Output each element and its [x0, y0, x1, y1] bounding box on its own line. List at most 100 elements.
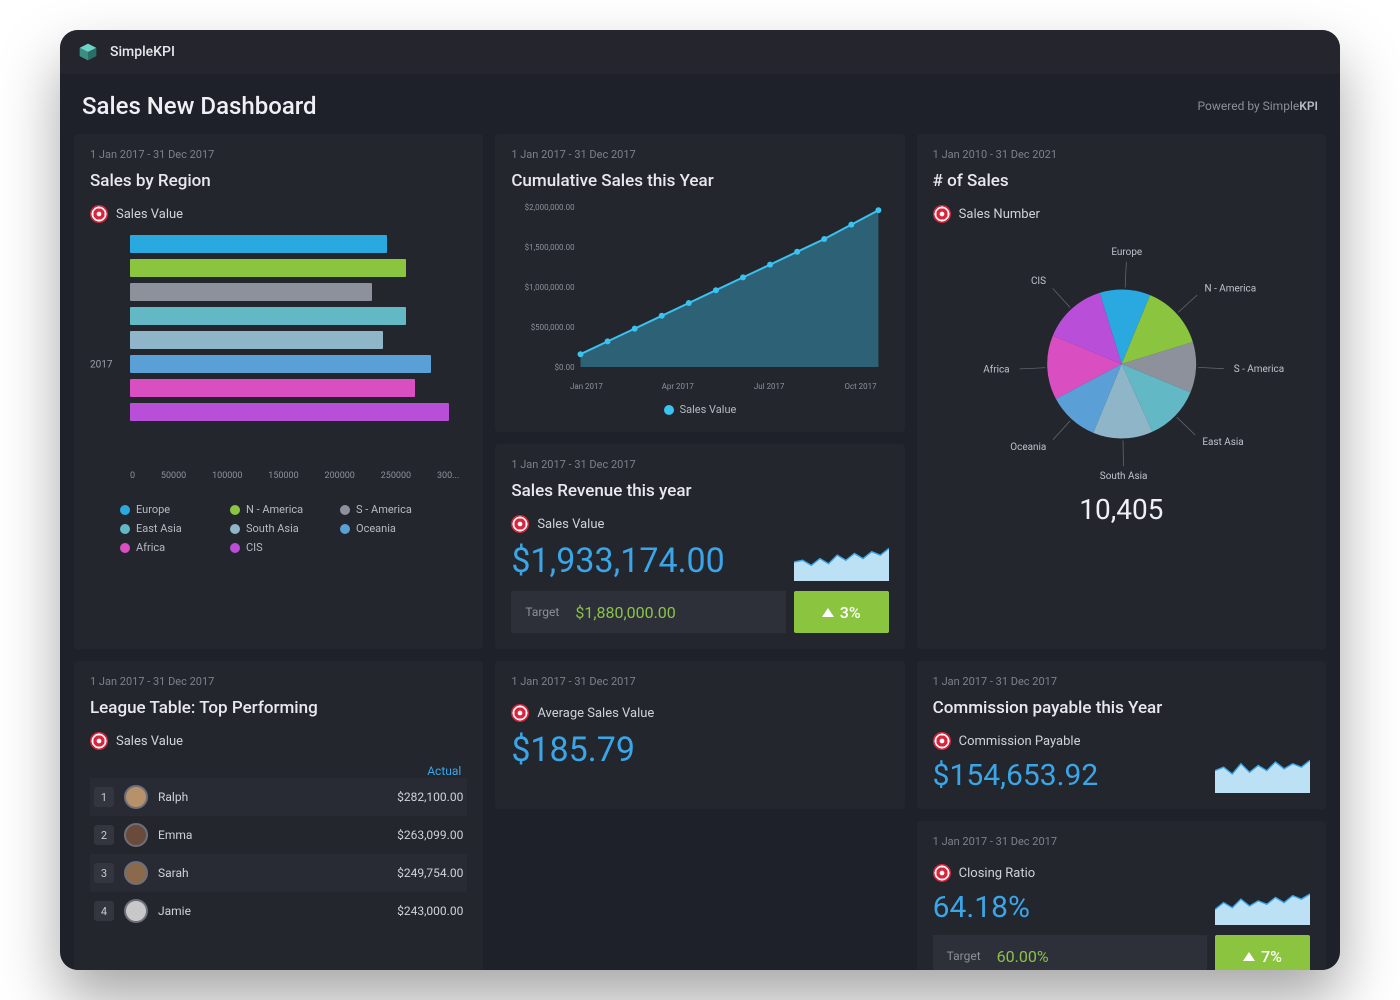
metric-label: Closing Ratio: [959, 866, 1036, 881]
card-league-table[interactable]: 1 Jan 2017 - 31 Dec 2017 League Table: T…: [74, 661, 483, 970]
metric-label: Sales Number: [959, 207, 1040, 222]
legend-item[interactable]: East Asia: [120, 522, 210, 535]
table-row[interactable]: 1Ralph$282,100.00: [90, 778, 467, 816]
card-closing-ratio[interactable]: 1 Jan 2017 - 31 Dec 2017 Closing Ratio 6…: [917, 821, 1326, 970]
metric-label: Sales Value: [116, 207, 183, 222]
target-box: Target $1,880,000.00: [511, 591, 785, 633]
chart-legend: Europe N - America S - America East Asia Sou…: [90, 503, 467, 554]
arrow-up-icon: [1243, 952, 1255, 961]
svg-text:CIS: CIS: [1031, 276, 1046, 287]
legend-dot-icon: [120, 543, 130, 553]
big-value: $1,933,174.00: [511, 541, 724, 581]
card-date: 1 Jan 2017 - 31 Dec 2017: [511, 675, 888, 688]
target-bar: Target $1,880,000.00 3%: [511, 591, 888, 633]
card-title: Sales Revenue this year: [511, 481, 888, 501]
hbar-chart: 2017 050000100000150000200000250000300..…: [90, 235, 467, 495]
card-title: League Table: Top Performing: [90, 698, 467, 718]
sparkline: [794, 543, 889, 581]
card-date: 1 Jan 2017 - 31 Dec 2017: [90, 148, 467, 161]
target-bar: Target 60.00% 7%: [933, 935, 1310, 970]
league-rows: 1Ralph$282,100.002Emma$263,099.003Sarah$…: [90, 778, 467, 930]
metric-row: Sales Value: [511, 515, 888, 533]
table-row[interactable]: 2Emma$263,099.00: [90, 816, 467, 854]
bar-africa[interactable]: [130, 379, 415, 397]
row-value: $263,099.00: [397, 828, 463, 842]
legend-dot-icon: [230, 505, 240, 515]
rank-badge: 1: [94, 787, 114, 807]
arrow-up-icon: [822, 608, 834, 617]
card-date: 1 Jan 2017 - 31 Dec 2017: [511, 148, 888, 161]
metric-row: Sales Number: [933, 205, 1310, 223]
metric-label: Commission Payable: [959, 734, 1081, 749]
avatar-icon: [124, 861, 148, 885]
card-number-of-sales[interactable]: 1 Jan 2010 - 31 Dec 2021 # of Sales Sale…: [917, 134, 1326, 649]
avatar-icon: [124, 785, 148, 809]
svg-text:$1,000,000.00: $1,000,000.00: [525, 283, 575, 292]
bar-oceania[interactable]: [130, 355, 431, 373]
card-sales-by-region[interactable]: 1 Jan 2017 - 31 Dec 2017 Sales by Region…: [74, 134, 483, 649]
delta-badge: 7%: [1215, 935, 1310, 970]
svg-text:Jan 2017: Jan 2017: [570, 382, 603, 391]
card-average-sales[interactable]: 1 Jan 2017 - 31 Dec 2017 Average Sales V…: [495, 661, 904, 809]
svg-text:S - America: S - America: [1233, 364, 1283, 375]
card-grid: 1 Jan 2017 - 31 Dec 2017 Sales by Region…: [74, 134, 1326, 970]
card-title: Commission payable this Year: [933, 698, 1310, 718]
bar-n---america[interactable]: [130, 259, 406, 277]
topbar: SimpleKPI: [60, 30, 1340, 74]
bar-europe[interactable]: [130, 235, 387, 253]
metric-row: Commission Payable: [933, 732, 1310, 750]
app-logo-icon: [78, 42, 98, 62]
sparkline: [1215, 887, 1310, 925]
legend-item[interactable]: South Asia: [230, 522, 320, 535]
avatar-icon: [124, 823, 148, 847]
svg-text:Oct 2017: Oct 2017: [845, 382, 878, 391]
row-value: $249,754.00: [397, 866, 463, 880]
svg-text:South Asia: South Asia: [1099, 471, 1147, 482]
big-value: $154,653.92: [933, 758, 1099, 793]
table-row[interactable]: 3Sarah$249,754.00: [90, 854, 467, 892]
person-name: Jamie: [158, 904, 387, 918]
legend-item[interactable]: S - America: [340, 503, 430, 516]
table-row[interactable]: 4Jamie$243,000.00: [90, 892, 467, 930]
metric-row: Average Sales Value: [511, 704, 888, 722]
app-name: SimpleKPI: [110, 44, 175, 60]
target-icon: [90, 205, 108, 223]
target-icon: [511, 704, 529, 722]
bar-south-asia[interactable]: [130, 331, 383, 349]
svg-text:$500,000.00: $500,000.00: [531, 323, 575, 332]
svg-text:Oceania: Oceania: [1010, 442, 1046, 453]
card-commission-payable[interactable]: 1 Jan 2017 - 31 Dec 2017 Commission paya…: [917, 661, 1326, 809]
legend-item[interactable]: Africa: [120, 541, 210, 554]
person-name: Emma: [158, 828, 387, 842]
page-header: Sales New Dashboard Powered by SimpleKPI: [60, 74, 1340, 130]
card-date: 1 Jan 2017 - 31 Dec 2017: [90, 675, 467, 688]
rank-badge: 4: [94, 901, 114, 921]
legend-item[interactable]: N - America: [230, 503, 320, 516]
big-value: $185.79: [511, 730, 888, 770]
target-icon: [511, 515, 529, 533]
svg-text:$0.00: $0.00: [555, 363, 575, 372]
pie-total: 10,405: [933, 493, 1310, 526]
legend-item[interactable]: Europe: [120, 503, 210, 516]
target-icon: [90, 732, 108, 750]
card-cumulative-sales[interactable]: 1 Jan 2017 - 31 Dec 2017 Cumulative Sale…: [495, 134, 904, 432]
card-date: 1 Jan 2010 - 31 Dec 2021: [933, 148, 1310, 161]
legend-dot-icon: [230, 524, 240, 534]
bar-east-asia[interactable]: [130, 307, 406, 325]
target-icon: [933, 205, 951, 223]
person-name: Ralph: [158, 790, 387, 804]
chart-legend: Sales Value: [511, 403, 888, 416]
bar-s---america[interactable]: [130, 283, 372, 301]
metric-row: Sales Value: [90, 732, 467, 750]
legend-item[interactable]: Oceania: [340, 522, 430, 535]
card-sales-revenue[interactable]: 1 Jan 2017 - 31 Dec 2017 Sales Revenue t…: [495, 444, 904, 649]
powered-by: Powered by SimpleKPI: [1198, 99, 1318, 113]
avatar-icon: [124, 899, 148, 923]
target-icon: [933, 732, 951, 750]
delta-badge: 3%: [794, 591, 889, 633]
card-date: 1 Jan 2017 - 31 Dec 2017: [933, 835, 1310, 848]
bar-cis[interactable]: [130, 403, 449, 421]
person-name: Sarah: [158, 866, 387, 880]
legend-dot-icon: [340, 524, 350, 534]
legend-item[interactable]: CIS: [230, 541, 320, 554]
